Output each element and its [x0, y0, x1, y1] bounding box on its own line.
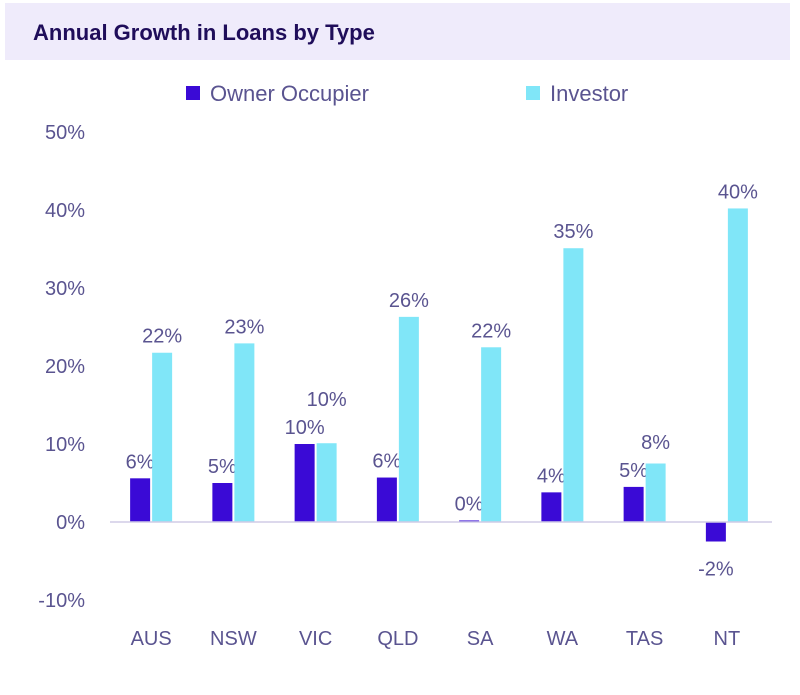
- y-tick-label: 30%: [45, 278, 85, 300]
- bar-investor: [234, 343, 255, 522]
- data-label: 26%: [389, 290, 429, 312]
- y-tick-label: 20%: [45, 356, 85, 378]
- x-tick-label: AUS: [131, 628, 172, 650]
- chart-title: Annual Growth in Loans by Type: [33, 20, 375, 45]
- data-label: -2%: [698, 559, 734, 581]
- data-label: 10%: [285, 417, 325, 439]
- y-tick-label: 40%: [45, 200, 85, 222]
- legend-swatch: [186, 86, 200, 100]
- y-tick-label: 0%: [56, 512, 85, 534]
- y-tick-label: 50%: [45, 122, 85, 144]
- bar-investor: [316, 443, 337, 522]
- bar-investor: [481, 347, 502, 522]
- legend-swatch: [526, 86, 540, 100]
- legend-label: Investor: [550, 81, 628, 106]
- bar-investor: [645, 463, 666, 522]
- data-label: 22%: [142, 326, 182, 348]
- x-tick-label: SA: [467, 628, 494, 650]
- bar-investor: [152, 352, 173, 522]
- bar-owner-occupier: [705, 522, 726, 542]
- data-label: 5%: [619, 460, 648, 482]
- bar-owner-occupier: [212, 483, 233, 522]
- x-tick-label: QLD: [377, 628, 418, 650]
- data-label: 10%: [307, 389, 347, 411]
- data-label: 6%: [126, 451, 155, 473]
- data-label: 22%: [471, 320, 511, 342]
- data-label: 6%: [372, 451, 401, 473]
- x-tick-label: NT: [714, 628, 741, 650]
- bar-owner-occupier: [623, 486, 644, 522]
- y-tick-label: 10%: [45, 434, 85, 456]
- data-label: 0%: [455, 493, 484, 515]
- data-label: 4%: [537, 465, 566, 487]
- bar-investor: [398, 316, 419, 522]
- x-axis: AUS NSW VIC QLD SA WA TAS NT: [110, 521, 772, 650]
- legend: Owner Occupier Investor: [186, 81, 628, 106]
- data-label: 8%: [641, 432, 670, 454]
- x-tick-label: WA: [547, 628, 579, 650]
- y-axis: -10% 0% 10% 20% 30% 40% 50%: [38, 122, 85, 612]
- bar-investor: [563, 248, 584, 522]
- x-tick-label: NSW: [210, 628, 257, 650]
- data-label: 40%: [718, 181, 758, 203]
- bar-owner-occupier: [459, 520, 480, 522]
- x-tick-label: TAS: [626, 628, 663, 650]
- bar-owner-occupier: [541, 492, 562, 522]
- data-label: 23%: [224, 316, 264, 338]
- y-tick-label: -10%: [38, 590, 85, 612]
- bar-owner-occupier: [130, 478, 151, 522]
- bar-owner-occupier: [294, 444, 315, 522]
- bars: 6% 22% 5% 23% 10% 10% 6% 26% 0% 22% 4% 35% 5% 8% -2% 40…: [126, 181, 758, 580]
- data-label: 5%: [208, 456, 237, 478]
- title-band: Annual Growth in Loans by Type: [5, 3, 790, 60]
- x-tick-label: VIC: [299, 628, 332, 650]
- bar-investor: [727, 208, 748, 522]
- data-label: 35%: [553, 221, 593, 243]
- legend-label: Owner Occupier: [210, 81, 369, 106]
- bar-owner-occupier: [376, 477, 397, 522]
